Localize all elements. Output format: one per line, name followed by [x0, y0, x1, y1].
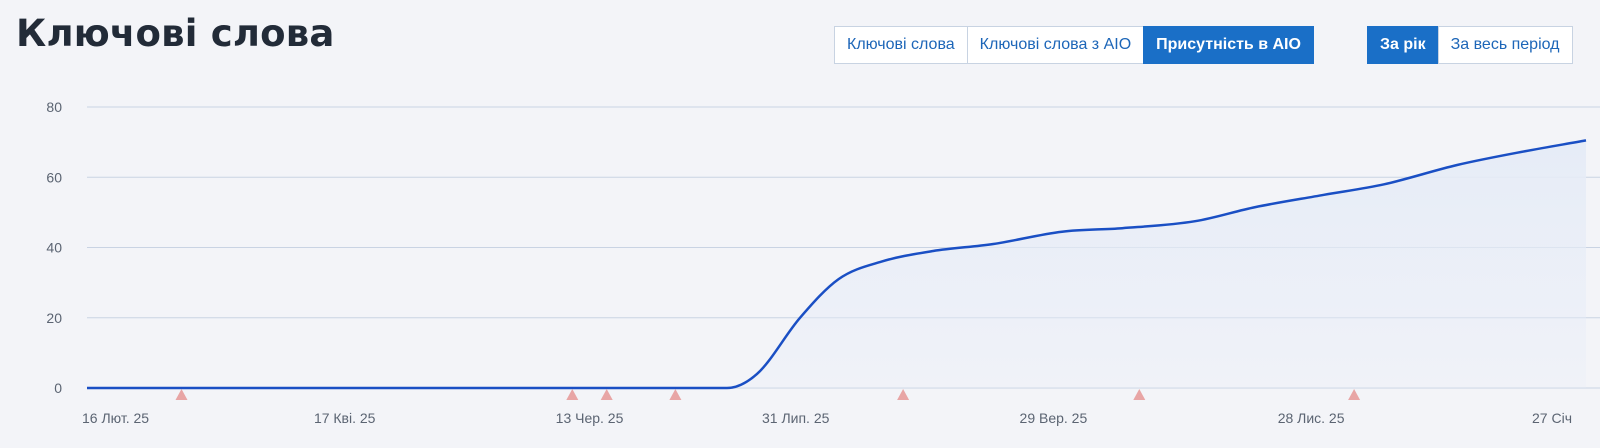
event-marker-icon	[175, 389, 188, 400]
tab-aio-presence[interactable]: Присутність в AIO	[1143, 26, 1314, 64]
event-marker-icon	[1348, 389, 1361, 400]
page-title: Ключові слова	[16, 12, 335, 55]
x-tick-label: 27 Січ	[1532, 410, 1572, 426]
event-marker-icon	[897, 389, 910, 400]
x-tick-label: 28 Лис. 25	[1278, 410, 1345, 426]
y-tick-label: 20	[46, 310, 62, 326]
y-tick-label: 0	[54, 380, 62, 396]
x-tick-label: 31 Лип. 25	[762, 410, 830, 426]
event-marker-icon	[1133, 389, 1146, 400]
event-marker-icon	[566, 389, 579, 400]
y-tick-label: 60	[46, 169, 62, 185]
y-tick-label: 40	[46, 240, 62, 256]
y-tick-label: 80	[46, 99, 62, 115]
tab-keywords[interactable]: Ключові слова	[834, 26, 968, 64]
x-tick-label: 17 Кві. 25	[314, 410, 376, 426]
tab-period-all-time[interactable]: За весь період	[1437, 26, 1573, 64]
series-line	[86, 139, 1587, 390]
period-tab-group: За рік За весь період	[1367, 26, 1573, 64]
event-marker-icon	[669, 389, 682, 400]
x-tick-label: 16 Лют. 25	[82, 410, 149, 426]
metric-tab-group: Ключові слова Ключові слова з AIO Присут…	[834, 26, 1314, 64]
x-tick-label: 29 Вер. 25	[1020, 410, 1088, 426]
x-tick-label: 13 Чер. 25	[556, 410, 624, 426]
series-area	[87, 140, 1586, 388]
event-marker-icon	[600, 389, 613, 400]
